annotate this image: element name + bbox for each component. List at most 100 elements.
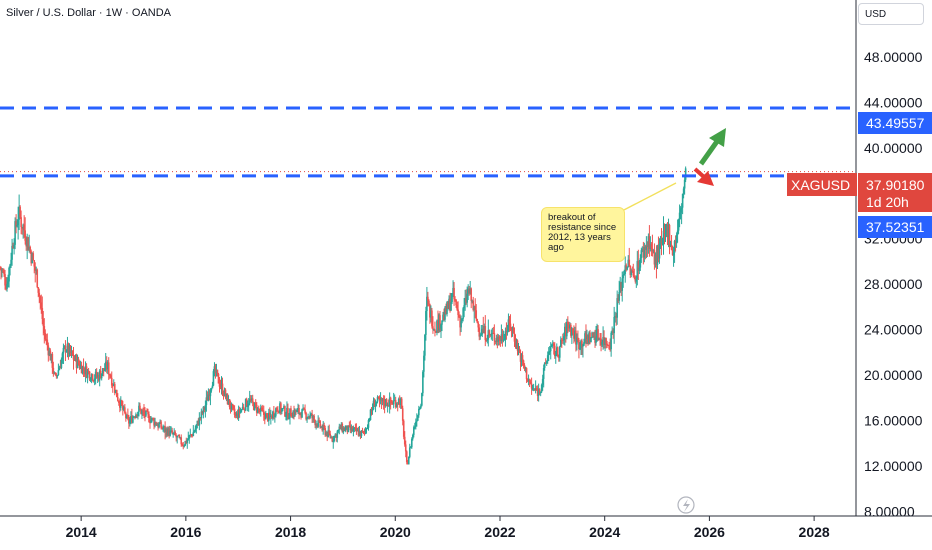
candle-body — [165, 428, 167, 432]
candle-body — [440, 324, 442, 329]
candle-body — [332, 441, 335, 443]
candle-body — [514, 341, 517, 347]
candle-body — [159, 421, 161, 424]
candle-body — [678, 212, 681, 220]
upper-level-price: 43.49557 — [866, 115, 925, 131]
candle-body — [80, 364, 83, 374]
candle-body — [215, 369, 218, 374]
candle-body — [166, 428, 168, 436]
candle-body — [284, 406, 286, 417]
candle-body — [506, 330, 509, 333]
candle-body — [194, 428, 197, 432]
candle-body — [540, 384, 543, 392]
x-tick-label: 2018 — [275, 524, 306, 540]
candle-body — [565, 326, 567, 337]
candle-body — [489, 334, 492, 336]
candle-body — [133, 416, 135, 418]
candle-body — [504, 331, 507, 340]
candle-body — [2, 270, 4, 272]
annotation-note[interactable]: breakout of resistance since 2012, 13 ye… — [541, 207, 625, 262]
candle-body — [109, 375, 112, 378]
currency-button[interactable]: USD — [858, 3, 924, 25]
candle-body — [552, 343, 555, 346]
candle-body — [442, 314, 444, 321]
candle-body — [645, 245, 648, 250]
candle-body — [128, 418, 130, 424]
candle-body — [375, 401, 378, 404]
candle-body — [603, 337, 605, 345]
candle-body — [427, 296, 429, 301]
candle-body — [14, 221, 16, 245]
x-tick-label: 2022 — [484, 524, 515, 540]
candle-body — [81, 366, 84, 374]
candle-body — [535, 388, 538, 391]
candle-body — [42, 318, 45, 327]
candle-body — [612, 330, 614, 334]
candle-body — [584, 333, 586, 343]
candle-body — [643, 246, 646, 258]
candle-body — [549, 346, 552, 352]
candle-body — [596, 329, 598, 338]
candle-body — [381, 398, 384, 402]
candle-body — [550, 344, 553, 347]
candle-body — [348, 425, 351, 427]
current-price-badge: 37.90180 1d 20h — [858, 173, 932, 212]
candle-body — [280, 403, 282, 412]
y-axis[interactable]: 52.0000048.0000044.0000040.0000036.00000… — [864, 3, 923, 519]
candle-body — [76, 358, 79, 368]
candle-body — [341, 423, 344, 433]
candle-body — [669, 244, 672, 247]
candle-body — [182, 445, 185, 447]
candle-body — [476, 319, 479, 323]
candle-body — [561, 339, 563, 341]
candle-body — [209, 390, 212, 397]
candle-body — [218, 383, 221, 387]
candle-body — [380, 398, 383, 402]
candle-body — [629, 265, 632, 275]
candle-body — [316, 423, 318, 427]
candle-body — [41, 307, 44, 319]
candle-body — [555, 347, 558, 356]
candle-body — [21, 226, 23, 229]
candle-body — [330, 437, 333, 439]
candle-body — [294, 409, 296, 416]
candle-body — [306, 417, 308, 420]
candle-body — [226, 393, 229, 405]
candle-body — [573, 332, 575, 339]
candle-body — [418, 408, 420, 416]
candle-body — [357, 429, 360, 436]
candle-body — [490, 333, 493, 336]
candle-body — [322, 424, 324, 431]
candle-body — [472, 300, 475, 310]
candle-body — [20, 217, 22, 227]
candle-body — [622, 275, 625, 279]
x-axis[interactable]: 2014 2016 2018 2020 2022 2024 2026 2028 — [66, 516, 830, 540]
candle-body — [105, 361, 108, 370]
candle-body — [343, 427, 346, 432]
candle-body — [126, 414, 128, 419]
candle-body — [475, 310, 478, 320]
candle-body — [408, 447, 411, 457]
candle-body — [393, 400, 396, 402]
candle-body — [151, 417, 153, 420]
candle-body — [417, 415, 419, 421]
candle-body — [238, 408, 241, 413]
candle-body — [311, 413, 313, 419]
x-tick-label: 2024 — [589, 524, 620, 540]
candle-body — [399, 398, 402, 405]
candle-body — [426, 296, 428, 312]
candle-body — [67, 343, 70, 355]
candle-body — [604, 338, 606, 345]
candle-body — [289, 408, 291, 418]
candle-body — [197, 420, 200, 426]
candle-body — [33, 260, 36, 267]
candle-body — [597, 329, 599, 341]
candle-body — [274, 415, 276, 417]
candle-body — [314, 420, 316, 426]
lightning-icon[interactable] — [677, 496, 695, 514]
candle-body — [487, 330, 490, 340]
candle-body — [139, 405, 141, 409]
candle-body — [544, 362, 547, 364]
candle-body — [543, 362, 546, 368]
